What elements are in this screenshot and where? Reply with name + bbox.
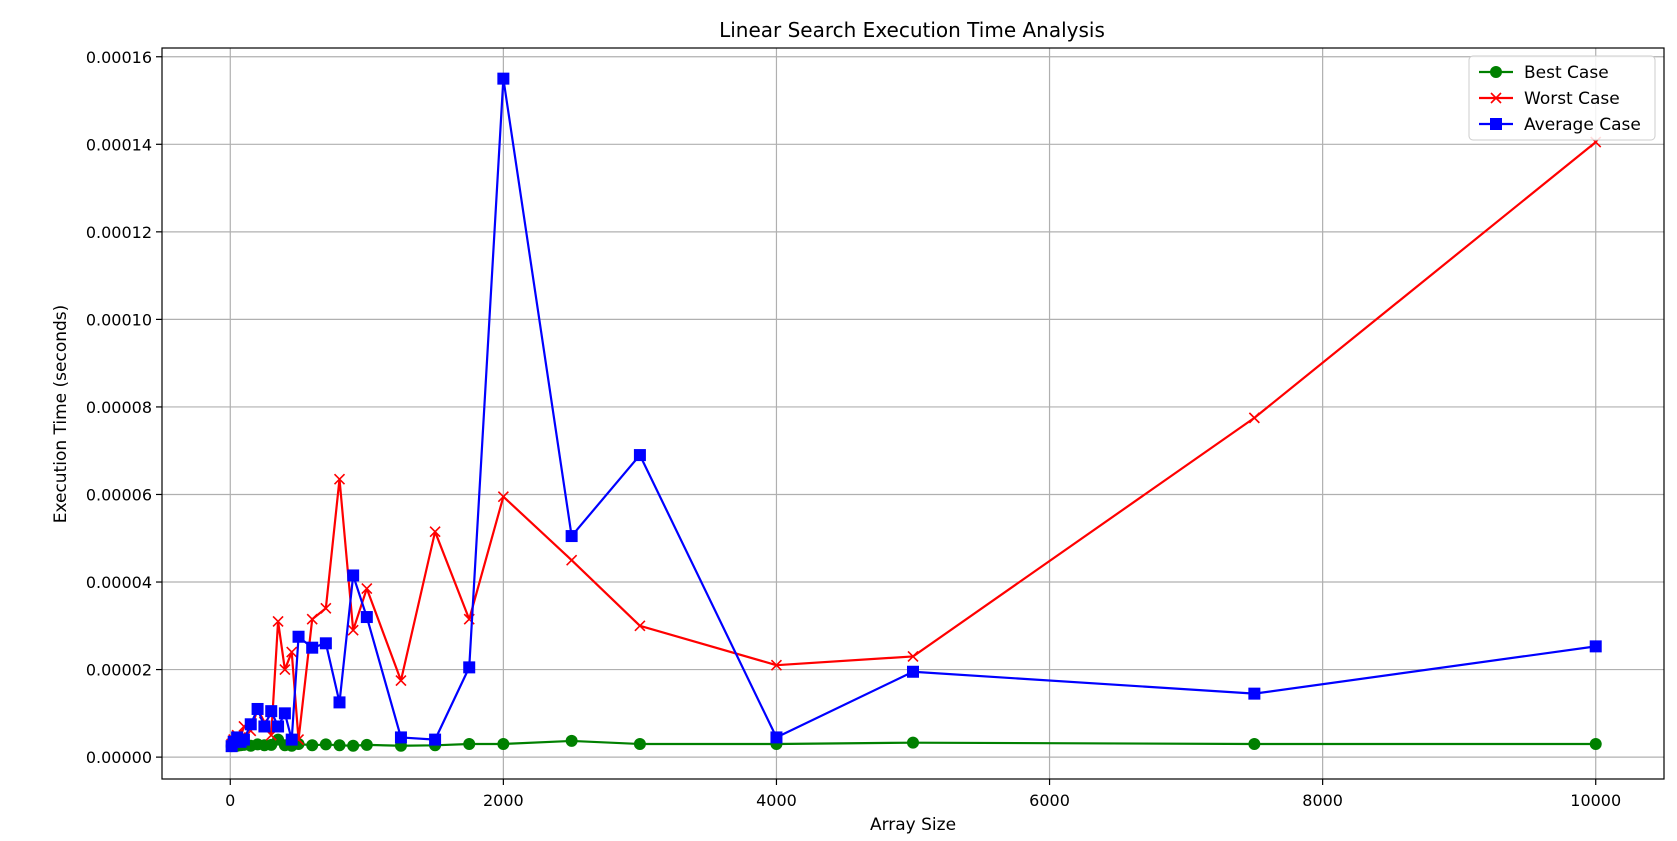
- average-case-point: [463, 661, 476, 674]
- y-tick-label: 0.00016: [86, 48, 152, 67]
- x-tick-label: 6000: [1029, 791, 1070, 810]
- average-case-point: [244, 718, 257, 731]
- best-case-point: [347, 739, 360, 752]
- worst-case-point: [306, 613, 318, 625]
- legend-label: Best Case: [1524, 63, 1609, 83]
- best-case-point: [565, 734, 578, 747]
- chart-title: Linear Search Execution Time Analysis: [719, 18, 1105, 42]
- average-case-point: [347, 569, 360, 582]
- grid: [162, 48, 1664, 779]
- legend-item-worst-case: Worst Case: [1479, 89, 1620, 109]
- x-tick-label: 8000: [1302, 791, 1343, 810]
- average-case-point: [333, 696, 346, 709]
- average-case-point: [278, 707, 291, 720]
- average-case-point: [907, 665, 919, 678]
- best-case-point: [319, 738, 332, 751]
- worst-case-point: [333, 473, 346, 485]
- worst-case-point: [634, 620, 646, 632]
- legend-item-average-case: Average Case: [1479, 115, 1641, 135]
- average-case-point: [497, 72, 510, 85]
- worst-case-point: [279, 664, 291, 676]
- best-case-point: [333, 739, 346, 752]
- worst-case-point: [907, 650, 919, 663]
- x-tick-label: 4000: [756, 791, 797, 810]
- average-case-point: [258, 720, 271, 733]
- axis-ticks: 0 2000 4000 6000 8000 10000 0.00000 0.00002 0.00…: [86, 48, 1621, 810]
- legend-marker: [1490, 118, 1502, 130]
- average-case-point: [1248, 687, 1261, 700]
- average-case-point: [565, 530, 578, 543]
- legend: Best Case Worst Case Average Case: [1468, 55, 1656, 141]
- worst-case-point: [286, 646, 298, 658]
- x-tick-label: 0: [225, 791, 235, 810]
- average-case-line: [230, 77, 1596, 747]
- best-case-point: [497, 737, 510, 750]
- average-case-point: [429, 733, 442, 746]
- worst-case-point: [770, 659, 783, 671]
- worst-case-point: [272, 615, 284, 627]
- average-case-point: [251, 702, 264, 715]
- y-tick-label: 0.00008: [86, 398, 152, 417]
- average-case-point: [285, 733, 298, 746]
- best-case-point: [907, 736, 919, 749]
- y-tick-label: 0.00002: [86, 661, 152, 680]
- y-tick-label: 0.00014: [86, 135, 152, 154]
- x-tick-label: 10000: [1570, 791, 1621, 810]
- average-case-point: [1589, 640, 1602, 653]
- y-tick-label: 0.00010: [86, 310, 152, 329]
- worst-case-point: [1248, 412, 1260, 424]
- worst-case-point: [566, 554, 578, 566]
- y-tick-label: 0.00000: [86, 748, 152, 767]
- average-case-point: [265, 705, 278, 718]
- average-case-point: [394, 731, 407, 744]
- worst-case-point: [429, 526, 441, 538]
- legend-item-best-case: Best Case: [1479, 63, 1609, 83]
- best-case-point: [1589, 737, 1602, 750]
- best-case-point: [633, 737, 646, 750]
- average-case-point: [237, 733, 250, 746]
- average-case-point: [272, 720, 285, 733]
- legend-label: Worst Case: [1524, 89, 1620, 109]
- best-case-point: [306, 739, 319, 752]
- y-axis-title: Execution Time (seconds): [51, 305, 71, 524]
- best-case-point: [360, 738, 373, 751]
- legend-marker: [1490, 92, 1502, 104]
- y-tick-label: 0.00012: [86, 223, 152, 242]
- worst-case-point: [347, 624, 359, 636]
- x-tick-label: 2000: [483, 791, 524, 810]
- average-case-point: [770, 731, 783, 744]
- x-axis-title: Array Size: [870, 815, 956, 835]
- worst-case-point: [395, 674, 407, 687]
- average-case-point: [306, 641, 319, 654]
- best-case-point: [1248, 737, 1261, 750]
- average-case-point: [292, 630, 305, 643]
- average-case-point: [360, 611, 373, 624]
- average-case-point: [633, 449, 646, 462]
- legend-label: Average Case: [1524, 115, 1641, 135]
- average-case-point: [319, 637, 332, 650]
- plot-series: [225, 72, 1602, 753]
- plot-frame: [161, 47, 1665, 780]
- legend-box: [1468, 55, 1656, 141]
- y-tick-label: 0.00006: [86, 485, 152, 504]
- average-case-series: [225, 72, 1602, 753]
- y-tick-label: 0.00004: [86, 573, 152, 592]
- legend-marker: [1490, 66, 1502, 78]
- worst-case-point: [361, 583, 373, 595]
- best-case-point: [463, 737, 476, 750]
- worst-case-point: [497, 491, 509, 503]
- worst-case-point: [320, 602, 332, 614]
